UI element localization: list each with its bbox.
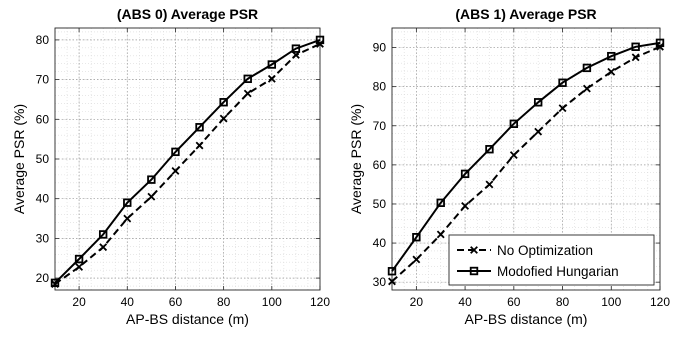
- data-point-x: [171, 166, 180, 175]
- y-tick-label: 30: [36, 231, 50, 245]
- data-point-square: [98, 230, 108, 239]
- data-point-square: [219, 98, 228, 107]
- data-point-square: [412, 233, 421, 242]
- data-point-square: [74, 254, 84, 264]
- x-tick-label: 20: [72, 295, 86, 309]
- chart-abs1-panel: 20 40 60 80 100 120 30 40 50 60 70 80 90 (ABS 1) Aver…: [348, 6, 670, 327]
- y-tick-label: 30: [373, 275, 387, 289]
- x-tick-label: 60: [169, 295, 183, 309]
- y-tick-label: 40: [373, 236, 387, 250]
- y-tick-label: 70: [373, 119, 387, 133]
- data-point-square: [509, 119, 519, 129]
- data-point-x: [195, 141, 204, 150]
- data-point-square: [171, 147, 180, 157]
- legend-label: No Optimization: [497, 243, 593, 258]
- data-point-square: [315, 35, 325, 45]
- series-modofied-hungarian: [387, 38, 665, 276]
- data-point-square: [195, 123, 204, 132]
- data-point-x: [123, 214, 132, 223]
- data-point-square: [243, 74, 252, 84]
- data-point-x: [558, 104, 567, 113]
- x-axis-label: AP-BS distance (m): [465, 311, 588, 327]
- y-tick-label: 80: [373, 80, 387, 94]
- minor-grid: [55, 28, 320, 290]
- y-axis-label: Average PSR (%): [11, 104, 27, 214]
- x-tick-label: 80: [556, 295, 570, 309]
- data-point-x: [147, 192, 156, 201]
- data-point-x: [75, 263, 84, 271]
- series-no-optimization: [51, 39, 324, 288]
- series-modofied-hungarian: [50, 35, 325, 288]
- data-point-square: [533, 98, 543, 107]
- data-point-x: [631, 53, 640, 62]
- y-tick-label: 50: [373, 197, 387, 211]
- data-point-square: [607, 51, 616, 61]
- data-point-x: [99, 243, 108, 252]
- axes-frame: [391, 27, 661, 291]
- y-tick-label: 60: [36, 112, 50, 126]
- x-tick-label: 120: [650, 295, 670, 309]
- data-point-x: [412, 255, 421, 264]
- axes-frame: [54, 27, 321, 291]
- chart-abs0-panel: 20 40 60 80 100 120 20 30 40 50 60 70 80 (ABS 0) Aver…: [11, 6, 330, 327]
- data-point-x: [436, 230, 445, 239]
- series-line: [54, 42, 321, 285]
- x-tick-label: 80: [217, 295, 231, 309]
- x-tick-label: 120: [310, 295, 330, 309]
- data-point-square: [147, 175, 156, 184]
- y-tick-label: 50: [36, 152, 50, 166]
- data-point-square: [291, 44, 301, 53]
- data-point-x: [485, 180, 494, 189]
- x-tick-label: 40: [121, 295, 135, 309]
- data-point-x: [582, 84, 591, 93]
- y-tick-label: 20: [36, 271, 50, 285]
- data-point-square: [485, 145, 494, 154]
- data-point-x: [509, 151, 518, 160]
- series-line: [391, 45, 661, 283]
- y-tick-label: 60: [373, 158, 387, 172]
- major-grid: [55, 28, 320, 290]
- data-point-x: [243, 89, 252, 98]
- chart-title: (ABS 1) Average PSR: [455, 6, 596, 22]
- series-no-optimization: [388, 42, 664, 286]
- data-point-square: [50, 278, 60, 288]
- x-tick-label: 40: [458, 295, 472, 309]
- x-tick-label: 60: [507, 295, 521, 309]
- data-point-square: [387, 267, 397, 276]
- data-point-square: [631, 42, 640, 51]
- x-tick-label: 20: [410, 295, 424, 309]
- data-point-square: [558, 78, 567, 87]
- y-tick-label: 40: [36, 192, 50, 206]
- data-point-square: [436, 198, 445, 207]
- y-tick-label: 70: [36, 73, 50, 87]
- y-tick-label: 80: [36, 33, 50, 47]
- y-tick-label: 90: [373, 41, 387, 55]
- data-point-x: [388, 277, 396, 286]
- legend-marker-x: [470, 246, 478, 254]
- data-point-square: [582, 63, 592, 73]
- data-point-square: [267, 60, 277, 69]
- legend-marker-square: [469, 266, 479, 276]
- data-point-square: [460, 169, 470, 179]
- data-point-square: [123, 198, 132, 207]
- legend: No Optimization Modofied Hungarian: [448, 234, 655, 286]
- x-tick-label: 100: [262, 295, 282, 309]
- y-axis-label: Average PSR (%): [348, 104, 364, 214]
- data-point-x: [461, 201, 470, 210]
- data-point-x: [219, 114, 228, 123]
- data-point-x: [607, 67, 616, 76]
- x-axis-label: AP-BS distance (m): [126, 311, 249, 327]
- legend-box: [448, 234, 655, 286]
- x-tick-label: 100: [601, 295, 621, 309]
- data-point-x: [534, 127, 543, 136]
- data-point-x: [267, 74, 276, 83]
- legend-label: Modofied Hungarian: [497, 264, 619, 279]
- chart-title: (ABS 0) Average PSR: [117, 6, 258, 22]
- data-point-square: [655, 38, 665, 48]
